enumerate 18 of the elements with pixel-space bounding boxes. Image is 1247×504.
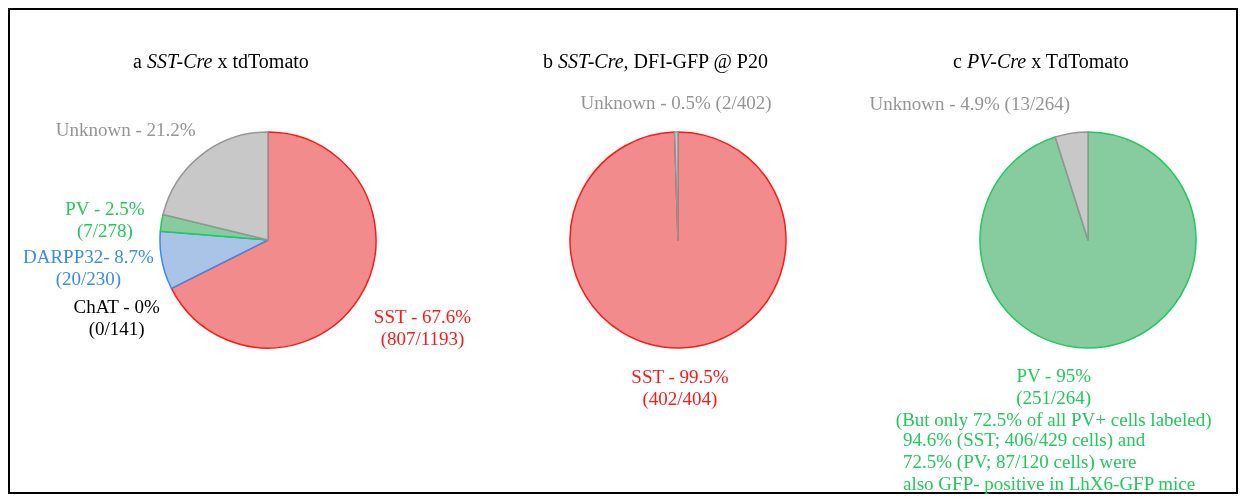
- pie-slice: [159, 230, 269, 290]
- category-label: ChAT - 0% (0/141): [73, 296, 160, 340]
- slice-label: PV - 95% (251/264) (But only 72.5% of all PV+ cells labeled): [895, 364, 1212, 431]
- slice-label: PV - 2.5% (7/278): [65, 197, 145, 242]
- chart-title: b SST-Cre, DFI-GFP @ P20: [543, 50, 768, 73]
- slice-label: Unknown - 0.5% (2/402): [580, 92, 772, 115]
- pie-slice: [979, 131, 1197, 349]
- slice-label: Unknown - 21.2%: [55, 118, 196, 140]
- slice-label: SST - 99.5% (402/404): [631, 365, 729, 410]
- slice-label: DARPP32- 8.7% (20/230): [22, 245, 155, 290]
- slice-label: SST - 67.6% (807/1193): [373, 306, 472, 351]
- pie-slice: [1054, 131, 1089, 241]
- chart-title: c PV-Cre x TdTomato: [953, 50, 1129, 72]
- pie-slice: [569, 131, 787, 349]
- slice-label: Unknown - 4.9% (13/264): [869, 93, 1071, 116]
- text: 94.6% (SST; 406/429 cells) and 72.5% (PV; 87/120 cells) were also GFP- positive in LhX6-GFP mice: [903, 429, 1196, 494]
- chart-title: a SST-Cre x tdTomato: [133, 50, 309, 72]
- pie-slice: [673, 131, 679, 241]
